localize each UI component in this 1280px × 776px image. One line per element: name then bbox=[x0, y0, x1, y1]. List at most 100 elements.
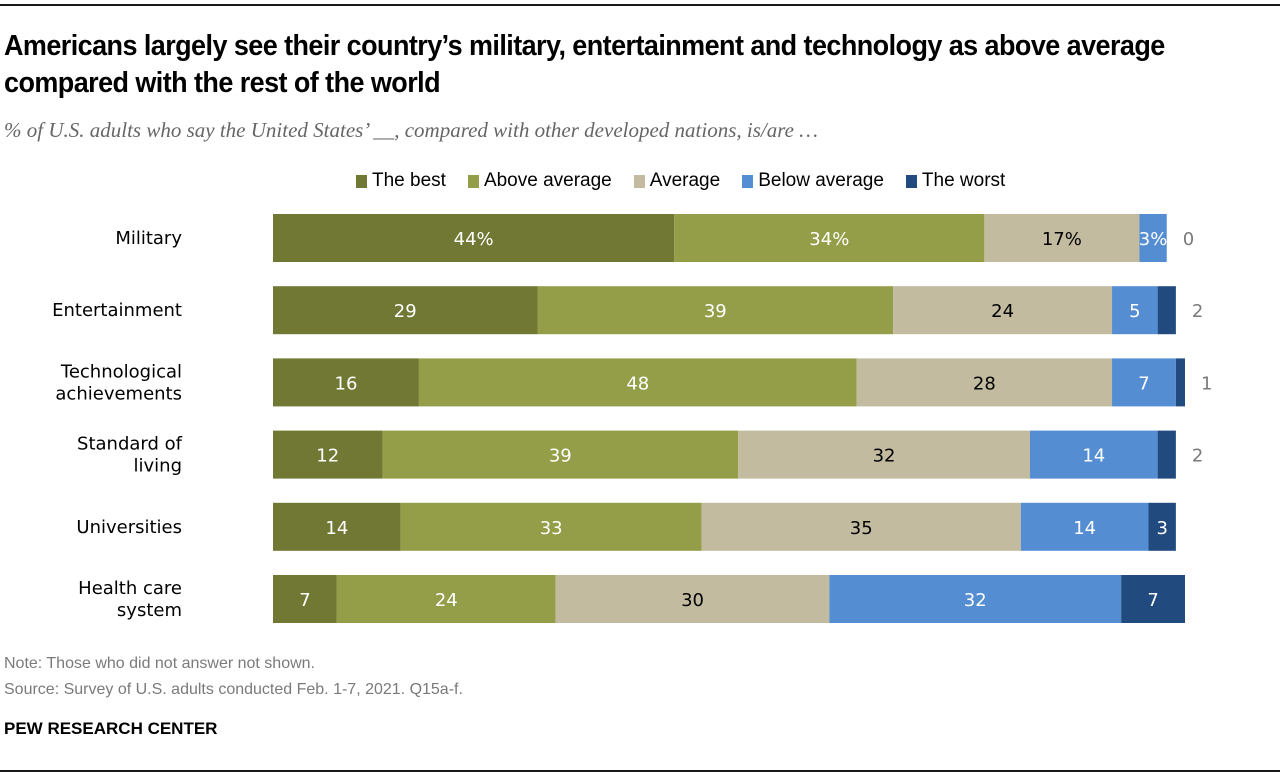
data-label-average: 17% bbox=[1042, 229, 1082, 250]
bar-segment-average bbox=[984, 214, 1140, 262]
bar-segment-below-average bbox=[829, 575, 1122, 623]
bar-row-entertainment: Entertainment 29 39 24 5 2 bbox=[52, 286, 1203, 335]
chart-title: Americans largely see their country’s mi… bbox=[4, 30, 1165, 99]
bar-segment-the-worst bbox=[1175, 358, 1185, 407]
legend-label: Below average bbox=[758, 170, 884, 191]
bar-segment-above-average bbox=[400, 502, 702, 551]
category-label-line: Standard of bbox=[77, 434, 183, 455]
data-label-above-average: 34% bbox=[809, 229, 849, 250]
legend: The best Above average Average Below ave… bbox=[356, 170, 1027, 192]
category-label-line: Military bbox=[115, 228, 182, 249]
legend-label: Above average bbox=[483, 170, 612, 191]
bar-row-universities: Universities 14 33 35 14 3 bbox=[76, 502, 1176, 551]
bar-segment-below-average bbox=[1112, 358, 1176, 407]
data-label-the-worst: 3 bbox=[1156, 518, 1167, 539]
category-label: Health care system bbox=[78, 578, 182, 621]
bar-segment-the-best bbox=[273, 575, 337, 623]
data-label-below-average: 5 bbox=[1129, 301, 1140, 322]
category-label-line: Universities bbox=[76, 517, 182, 538]
bar-segment-above-average bbox=[418, 358, 857, 407]
bottom-rule bbox=[0, 770, 1280, 772]
top-rule bbox=[0, 4, 1280, 6]
data-label-the-worst: 2 bbox=[1192, 301, 1203, 322]
data-label-the-worst: 1 bbox=[1201, 373, 1212, 394]
data-label-above-average: 39 bbox=[549, 446, 572, 467]
data-label-below-average: 3% bbox=[1139, 229, 1168, 250]
bar-segment-below-average bbox=[1112, 286, 1158, 335]
bar-segment-the-best bbox=[273, 286, 538, 335]
bar-segment-below-average bbox=[1139, 214, 1167, 262]
data-label-above-average: 39 bbox=[704, 301, 727, 322]
category-label: Standard of living bbox=[77, 434, 183, 477]
legend-item-below-average: Below average bbox=[742, 170, 884, 192]
data-label-below-average: 14 bbox=[1082, 446, 1105, 467]
chart-subtitle: % of U.S. adults who say the United Stat… bbox=[4, 118, 818, 142]
bar-row-technological-achievements: Technological achievements 16 48 28 7 1 bbox=[55, 358, 1212, 407]
legend-label: Average bbox=[649, 170, 721, 191]
bar-row-military: Military 44% 34% 17% 3% 0 bbox=[115, 214, 1194, 262]
legend-item-above-average: Above average bbox=[467, 170, 612, 192]
bar-segment-average bbox=[856, 358, 1113, 407]
legend-item-the-best: The best bbox=[356, 170, 446, 192]
data-label-average: 32 bbox=[873, 446, 896, 467]
data-label-average: 35 bbox=[850, 518, 873, 539]
data-label-average: 24 bbox=[991, 301, 1014, 322]
bar-segment-the-best bbox=[273, 214, 675, 262]
brand-label: PEW RESEARCH CENTER bbox=[4, 719, 218, 738]
data-label-the-worst: 7 bbox=[1147, 590, 1158, 611]
bar-segment-the-best bbox=[273, 502, 401, 551]
legend-label: The best bbox=[372, 170, 446, 191]
legend-swatch-above-average bbox=[467, 174, 479, 188]
data-label-average: 30 bbox=[681, 590, 704, 611]
category-label-line: system bbox=[117, 600, 182, 621]
data-label-the-best: 14 bbox=[325, 518, 348, 539]
category-label-line: living bbox=[134, 456, 183, 477]
bar-segment-the-best bbox=[273, 358, 419, 407]
bar-segment-the-best bbox=[273, 430, 383, 479]
data-label-below-average: 7 bbox=[1138, 373, 1149, 394]
legend-swatch-below-average bbox=[742, 174, 754, 188]
legend-swatch-average bbox=[633, 174, 645, 188]
legend-swatch-the-best bbox=[356, 174, 367, 188]
category-label-line: Entertainment bbox=[52, 300, 182, 321]
data-label-below-average: 14 bbox=[1073, 518, 1096, 539]
category-label-line: achievements bbox=[55, 383, 182, 404]
bar-segment-the-worst bbox=[1157, 430, 1176, 479]
bar-row-standard-of-living: Standard of living 12 39 32 14 2 bbox=[77, 430, 1203, 479]
footnote: Note: Those who did not answer not shown… bbox=[4, 655, 315, 672]
legend-item-the-worst: The worst bbox=[905, 170, 1006, 192]
data-label-above-average: 33 bbox=[540, 518, 563, 539]
data-label-the-best: 7 bbox=[299, 590, 310, 611]
bar-segment-above-average bbox=[537, 286, 894, 335]
data-label-the-worst: 0 bbox=[1183, 229, 1194, 250]
legend-swatch-the-worst bbox=[905, 174, 917, 188]
bar-segment-above-average bbox=[382, 430, 739, 479]
data-label-the-best: 12 bbox=[316, 446, 339, 467]
bar-segment-above-average bbox=[336, 575, 556, 623]
bar-segment-the-worst bbox=[1157, 286, 1176, 335]
bar-segment-below-average bbox=[1029, 430, 1158, 479]
bar-segment-the-worst bbox=[1148, 502, 1176, 551]
category-label-line: Health care bbox=[78, 578, 182, 599]
category-label: Technological achievements bbox=[55, 361, 182, 404]
category-label: Entertainment bbox=[52, 300, 182, 321]
source-note: Source: Survey of U.S. adults conducted … bbox=[4, 681, 463, 698]
bar-segment-average bbox=[893, 286, 1113, 335]
data-label-above-average: 24 bbox=[435, 590, 458, 611]
data-label-the-best: 44% bbox=[454, 229, 494, 250]
data-label-the-worst: 2 bbox=[1192, 446, 1203, 467]
bar-segment-below-average bbox=[1020, 502, 1149, 551]
category-label: Military bbox=[115, 228, 182, 249]
data-label-the-best: 29 bbox=[394, 301, 417, 322]
data-label-below-average: 32 bbox=[964, 590, 987, 611]
legend-label: The worst bbox=[921, 170, 1006, 191]
data-label-the-best: 16 bbox=[335, 373, 358, 394]
bar-segment-average bbox=[738, 430, 1030, 479]
bar-row-health-care-system: Health care system 7 24 30 32 7 bbox=[78, 575, 1185, 623]
bar-segment-the-worst bbox=[1121, 575, 1185, 623]
data-label-above-average: 48 bbox=[626, 373, 649, 394]
legend-item-average: Average bbox=[633, 170, 721, 192]
data-label-average: 28 bbox=[973, 373, 996, 394]
bar-segment-average bbox=[555, 575, 830, 623]
bar-segment-above-average bbox=[674, 214, 985, 262]
